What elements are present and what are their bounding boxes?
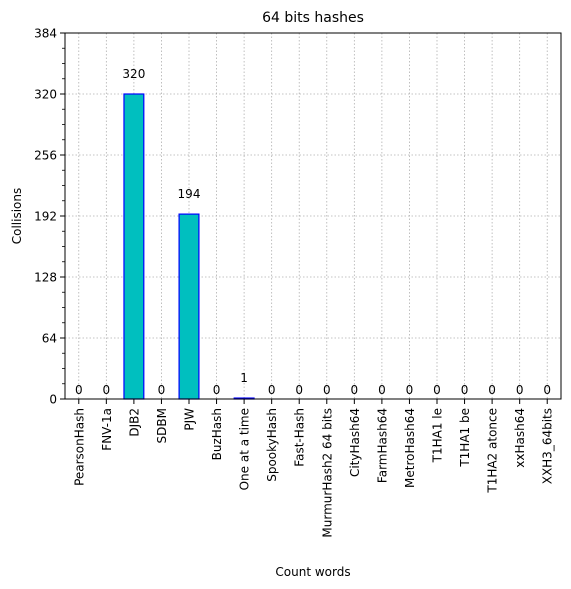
x-tick-label: T1HA1 le <box>431 408 445 463</box>
y-tick-label: 0 <box>49 393 57 407</box>
x-tick-label: SDBM <box>155 408 169 443</box>
y-tick-label: 384 <box>34 27 57 41</box>
data-label: 1 <box>240 371 248 385</box>
x-tick-label: T1HA2 atonce <box>486 408 500 494</box>
data-label: 0 <box>543 383 551 397</box>
x-axis-label: Count words <box>275 565 350 579</box>
x-tick-label: MetroHash64 <box>403 408 417 488</box>
x-tick-label: One at a time <box>238 408 252 490</box>
y-tick-label: 192 <box>34 210 57 224</box>
data-label: 0 <box>323 383 331 397</box>
bars <box>124 94 254 399</box>
data-label: 0 <box>75 383 83 397</box>
data-label: 194 <box>178 187 201 201</box>
x-tick-label: MurmurHash2 64 bits <box>320 408 334 538</box>
data-label: 0 <box>295 383 303 397</box>
y-axis-label: Collisions <box>10 188 24 245</box>
data-label: 0 <box>351 383 359 397</box>
y-tick-label: 128 <box>34 271 57 285</box>
data-label: 0 <box>158 383 166 397</box>
x-tick-label: BuzHash <box>210 408 224 460</box>
x-axis-ticks: PearsonHash FNV-1a DJB2 SDBM PJW BuzHash One a… <box>72 399 554 538</box>
y-tick-label: 256 <box>34 149 57 163</box>
data-labels: 0 0 320 0 194 0 1 0 0 0 0 0 0 0 0 0 0 0 <box>75 67 551 397</box>
bar <box>124 94 144 399</box>
data-label: 0 <box>103 383 111 397</box>
y-tick-label: 64 <box>42 332 57 346</box>
x-tick-label: Fast-Hash <box>293 408 307 467</box>
x-tick-label: SpookyHash <box>265 408 279 482</box>
x-tick-label: PearsonHash <box>72 408 86 486</box>
data-label: 320 <box>122 67 145 81</box>
x-tick-label: DJB2 <box>127 408 141 437</box>
data-label: 0 <box>213 383 221 397</box>
data-label: 0 <box>488 383 496 397</box>
x-tick-label: PJW <box>183 408 197 431</box>
data-label: 0 <box>516 383 524 397</box>
y-axis-ticks: 0 64 128 192 256 320 384 <box>34 27 65 407</box>
y-tick-label: 320 <box>34 88 57 102</box>
data-label: 0 <box>461 383 469 397</box>
data-label: 0 <box>268 383 276 397</box>
x-tick-label: CityHash64 <box>348 408 362 477</box>
data-label: 0 <box>406 383 414 397</box>
x-tick-label: XXH3_64bits <box>541 408 555 484</box>
x-tick-label: FarmHash64 <box>375 408 389 483</box>
x-tick-label: xxHash64 <box>513 408 527 468</box>
x-tick-label: T1HA1 be <box>458 408 472 468</box>
data-label: 0 <box>378 383 386 397</box>
data-label: 0 <box>433 383 441 397</box>
chart-title: 64 bits hashes <box>262 10 364 26</box>
x-tick-label: FNV-1a <box>100 408 114 451</box>
bar <box>179 214 199 399</box>
